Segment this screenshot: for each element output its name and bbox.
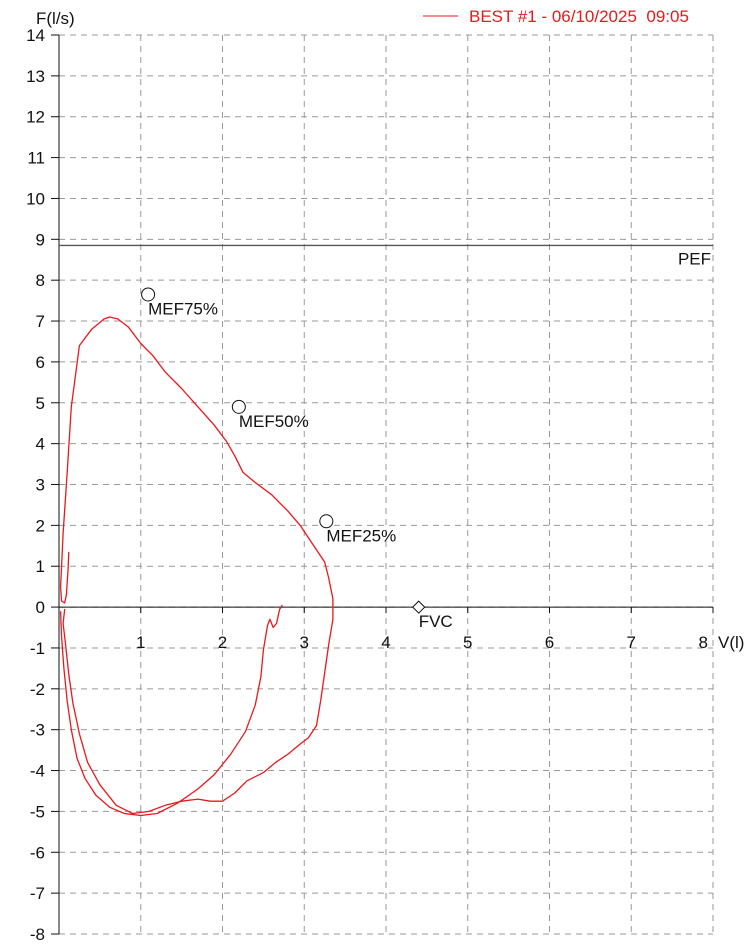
markers: MEF75% MEF50% MEF25% FVC [141, 287, 453, 631]
y-tick-label: -8 [30, 925, 45, 944]
y-tick-label: 3 [36, 476, 45, 495]
mef-marker [141, 287, 156, 302]
legend: BEST #1 - 06/10/2025 09:05 [423, 7, 689, 26]
y-tick-label: 9 [36, 230, 45, 249]
y-tick-label: 2 [36, 516, 45, 535]
y-tick-label: 14 [26, 26, 45, 45]
pef-label: PEF [678, 249, 711, 268]
y-tick-label: 5 [36, 394, 45, 413]
series-group [59, 316, 334, 817]
y-tick-label: -6 [30, 843, 45, 862]
series-line-1 [59, 604, 283, 817]
series-line-0 [59, 316, 334, 815]
x-tick-label: 4 [381, 633, 390, 652]
y-tick-label: 6 [36, 353, 45, 372]
y-tick-label: 8 [36, 271, 45, 290]
y-tick-label: -7 [30, 884, 45, 903]
y-tick-label: -4 [30, 762, 45, 781]
marker-label: FVC [419, 612, 453, 631]
marker-label: MEF75% [148, 299, 218, 318]
x-tick-label: 5 [463, 633, 472, 652]
y-axis-label: F(l/s) [36, 9, 75, 28]
grid [59, 34, 714, 935]
y-tick-label: -2 [30, 680, 45, 699]
x-tick-label: 6 [545, 633, 554, 652]
y-tick-label: -1 [30, 639, 45, 658]
y-tick-label: 0 [36, 598, 45, 617]
x-tick-label: 8 [699, 633, 708, 652]
x-tick-label: 7 [627, 633, 636, 652]
y-tick-label: -3 [30, 721, 45, 740]
x-tick-label: 3 [300, 633, 309, 652]
marker-label: MEF25% [326, 526, 396, 545]
fvc-marker [411, 600, 426, 614]
labels: F(l/s) V(l) [36, 9, 744, 652]
y-tick-label: 1 [36, 557, 45, 576]
y-tick-label: 13 [26, 67, 45, 86]
mef-marker [319, 514, 334, 529]
y-tick-label: 11 [27, 149, 45, 168]
y-tick-label: -5 [30, 802, 45, 821]
y-tick-label: 12 [26, 108, 45, 127]
y-tick-label: 4 [36, 435, 45, 454]
marker-label: MEF50% [239, 412, 309, 431]
reference-lines: PEF [59, 244, 713, 268]
x-tick-label: 1 [136, 633, 145, 652]
y-tick-label: 7 [36, 312, 45, 331]
legend-label: BEST #1 - 06/10/2025 09:05 [469, 7, 689, 26]
mef-marker [231, 399, 246, 414]
x-axis-label: V(l) [718, 633, 744, 652]
y-tick-label: 10 [26, 189, 45, 208]
x-tick-label: 2 [218, 633, 227, 652]
